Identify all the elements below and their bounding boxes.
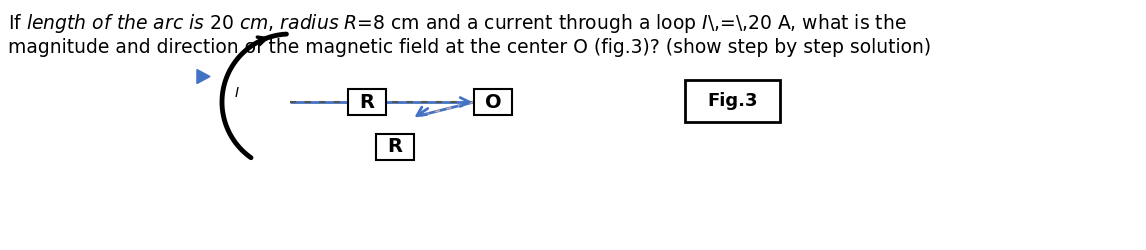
Text: O: O — [485, 92, 501, 112]
Text: I: I — [234, 86, 238, 100]
FancyBboxPatch shape — [474, 89, 512, 115]
Text: If $\mathit{length\ of\ the\ arc\ is}$ 20 $\mathit{cm}$, $\mathit{radius\ R}$=8 : If $\mathit{length\ of\ the\ arc\ is}$ 2… — [8, 12, 906, 35]
FancyBboxPatch shape — [376, 134, 414, 160]
Text: magnitude and direction of the magnetic field at the center O (fig.3)? (show ste: magnitude and direction of the magnetic … — [8, 38, 931, 57]
FancyBboxPatch shape — [685, 80, 780, 122]
Text: R: R — [360, 92, 375, 112]
Polygon shape — [197, 70, 210, 84]
Text: R: R — [387, 138, 402, 156]
Text: Fig.3: Fig.3 — [707, 92, 758, 110]
FancyBboxPatch shape — [348, 89, 386, 115]
